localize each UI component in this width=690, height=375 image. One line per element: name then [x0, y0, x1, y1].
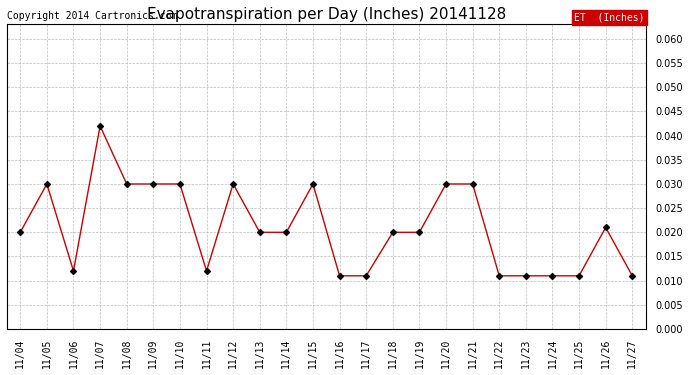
Text: Copyright 2014 Cartronics.com: Copyright 2014 Cartronics.com [7, 11, 177, 21]
Title: Evapotranspiration per Day (Inches) 20141128: Evapotranspiration per Day (Inches) 2014… [147, 7, 506, 22]
Text: ET  (Inches): ET (Inches) [574, 13, 645, 22]
